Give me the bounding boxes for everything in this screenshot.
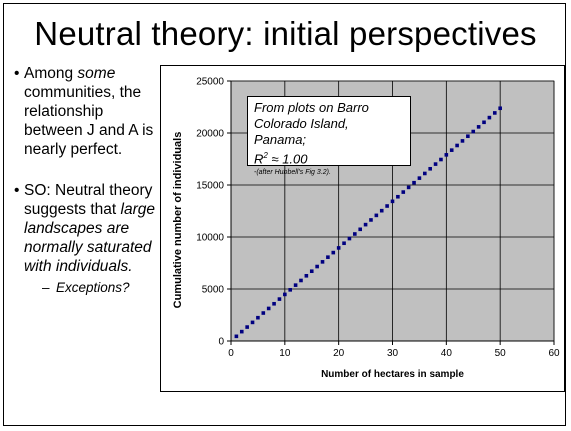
bullet-dot: • xyxy=(14,182,20,199)
data-point xyxy=(406,185,411,190)
annotation-line1: From plots on Barro Colorado Island, Pan… xyxy=(254,100,369,147)
bullet-1-text-post: communities, the relationship between J … xyxy=(24,84,154,158)
data-point xyxy=(498,106,502,111)
data-point xyxy=(487,115,492,120)
data-point xyxy=(283,292,287,297)
data-point xyxy=(369,218,373,222)
x-axis-label: Number of hectares in sample xyxy=(321,369,464,380)
data-point xyxy=(277,297,282,301)
bullet-list: • Among some communities, the relationsh… xyxy=(14,64,164,297)
data-point xyxy=(304,273,309,278)
y-tick-label: 0 xyxy=(218,337,224,348)
data-point xyxy=(374,213,379,218)
data-point xyxy=(266,306,271,311)
data-point xyxy=(239,329,244,334)
data-point xyxy=(326,255,330,259)
bullet-2-text-em: large landscapes are normally saturated … xyxy=(24,201,155,275)
data-point xyxy=(250,320,255,325)
annotation-r2-value: ≈ 1.00 xyxy=(267,151,308,167)
x-tick-label: 50 xyxy=(495,348,507,359)
y-tick-label: 25000 xyxy=(196,77,224,88)
data-point xyxy=(272,301,276,306)
x-tick-label: 20 xyxy=(333,348,345,359)
bullet-1: • Among some communities, the relationsh… xyxy=(14,64,164,159)
y-axis-label: Cumulative number of individuals xyxy=(172,132,184,309)
bullet-dot: • xyxy=(14,65,20,82)
data-point xyxy=(385,204,389,208)
data-point xyxy=(417,176,422,180)
data-point xyxy=(261,311,266,315)
data-point xyxy=(412,180,416,185)
data-point xyxy=(309,269,314,274)
data-point xyxy=(401,190,406,194)
x-tick-label: 30 xyxy=(387,348,399,359)
bullet-2: • SO: Neutral theory suggests that large… xyxy=(14,181,164,276)
data-point xyxy=(256,315,260,320)
sub-bullet-text: Exceptions? xyxy=(56,280,130,295)
data-point xyxy=(320,260,325,264)
data-point xyxy=(455,143,459,148)
data-point xyxy=(234,334,239,339)
data-point xyxy=(245,325,249,329)
x-tick-label: 0 xyxy=(228,348,234,359)
data-point xyxy=(358,227,362,232)
data-point xyxy=(476,125,481,129)
data-point xyxy=(336,246,341,250)
data-point xyxy=(492,111,497,115)
data-point xyxy=(288,288,293,292)
y-tick-label: 10000 xyxy=(196,233,224,244)
data-point xyxy=(379,208,384,213)
bullet-2-text-pre: SO: Neutral theory suggests that xyxy=(24,182,153,218)
data-point xyxy=(293,283,298,287)
annotation-r2-sup: 2 xyxy=(263,151,268,160)
sub-bullet-dash: – xyxy=(42,280,50,295)
data-point xyxy=(428,166,432,171)
data-point xyxy=(482,120,486,125)
bullet-1-text-em: some xyxy=(77,65,116,82)
y-tick-label: 15000 xyxy=(196,181,224,192)
data-point xyxy=(433,162,438,166)
bullet-1-text-pre: Among xyxy=(24,65,78,82)
data-point xyxy=(466,134,470,139)
annotation-r2-prefix: R xyxy=(254,151,264,167)
data-point xyxy=(331,250,336,255)
data-point xyxy=(439,157,443,162)
sub-bullet: – Exceptions? xyxy=(14,278,164,297)
data-point xyxy=(471,129,476,134)
data-point xyxy=(390,199,395,204)
data-point xyxy=(315,264,319,269)
data-point xyxy=(353,232,357,236)
x-tick-label: 10 xyxy=(279,348,291,359)
slide-frame xyxy=(3,3,566,426)
data-point xyxy=(423,171,427,176)
data-point xyxy=(396,194,400,199)
data-point xyxy=(347,236,352,241)
data-point xyxy=(444,153,449,157)
x-tick-label: 60 xyxy=(548,348,560,359)
data-point xyxy=(460,139,465,143)
data-point xyxy=(299,278,303,283)
y-tick-label: 20000 xyxy=(196,129,224,140)
annotation-source: -(after Hubbell’s Fig 3.2). xyxy=(254,169,331,177)
slide-title: Neutral theory: initial perspectives xyxy=(34,15,537,52)
x-tick-label: 40 xyxy=(441,348,453,359)
y-tick-label: 5000 xyxy=(202,285,225,296)
chart-annotation: From plots on Barro Colorado Island, Pan… xyxy=(247,96,411,176)
data-point xyxy=(363,222,368,227)
data-point xyxy=(449,148,454,152)
data-point xyxy=(342,241,346,246)
